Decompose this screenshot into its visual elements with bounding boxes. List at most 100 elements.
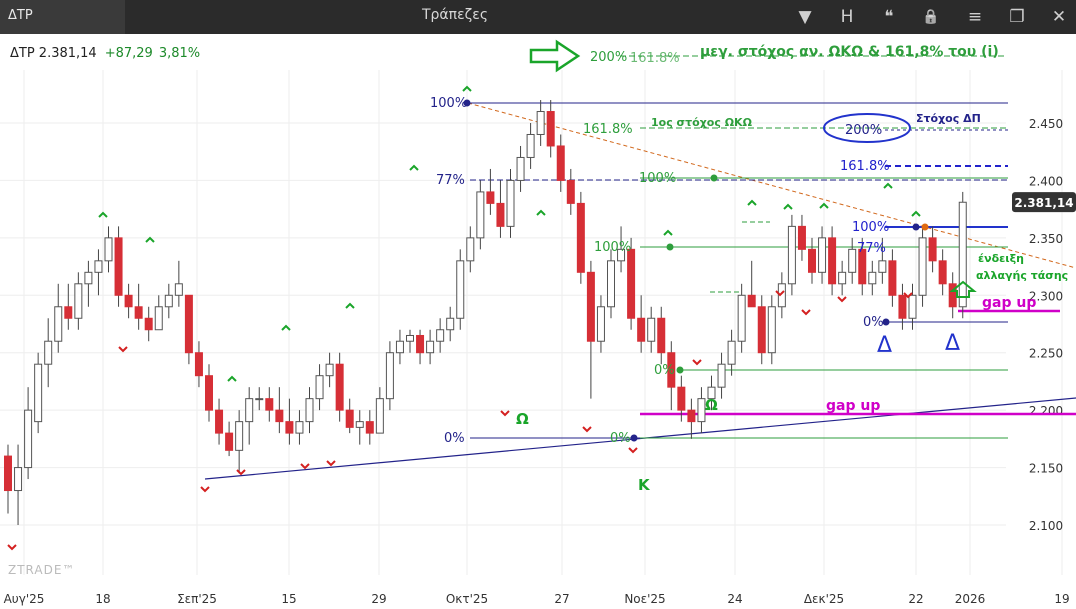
candle-body-up — [536, 111, 545, 135]
swing-low-marker — [837, 296, 847, 303]
swing-high-marker — [883, 182, 893, 189]
candle-body-up — [787, 225, 796, 285]
quote-glyph: ❝ — [884, 7, 894, 27]
label-pct-0-green-bottom: 0% — [610, 431, 631, 446]
candle-body-up — [697, 398, 706, 423]
candle-body-down — [134, 306, 143, 319]
candle-body-down — [124, 294, 133, 308]
fib-anchor-dot — [710, 174, 718, 182]
candle-body-up — [436, 329, 445, 342]
close-icon[interactable]: ✕ — [1042, 0, 1076, 34]
lock-glyph: 🔒 — [922, 9, 940, 25]
last-price-label: 2.381,14 — [1014, 196, 1073, 210]
candle-body-down — [556, 145, 565, 181]
y-tick-label: 2.350 — [1029, 232, 1063, 246]
label-pct-200-oval: 200% — [845, 123, 882, 138]
candle-body-down — [184, 294, 193, 354]
label-gap-up-2: gap up — [982, 295, 1036, 311]
chevron-down-icon[interactable]: ▼ — [788, 0, 822, 34]
candle-body-up — [446, 317, 455, 331]
swing-low-marker — [236, 469, 246, 476]
y-tick-label: 2.150 — [1029, 462, 1063, 476]
restore-icon[interactable]: ❐ — [1000, 0, 1034, 34]
label-pct-100-green-left: 100% — [594, 240, 631, 255]
fib-anchor-dot — [676, 366, 684, 374]
swing-low-marker — [775, 290, 785, 297]
x-tick-label: 19 — [1054, 592, 1069, 606]
swing-low-marker — [326, 460, 336, 467]
tab-symbol[interactable]: ΔΤΡ — [0, 0, 125, 34]
candle-body-down — [586, 271, 595, 342]
candle-body-down — [747, 294, 756, 308]
candle-body-up — [325, 363, 334, 377]
candle-body-down — [285, 421, 294, 434]
x-tick-label: 18 — [95, 592, 110, 606]
swing-low-marker — [628, 447, 638, 454]
tab-label: ΔΤΡ — [8, 8, 33, 23]
candle-body-up — [908, 294, 917, 319]
fib-anchor-dot — [912, 223, 920, 231]
quote-symbol-price: ΔΤΡ 2.381,14 — [10, 45, 97, 61]
swing-high-marker — [819, 202, 829, 209]
label-gap-up-1: gap up — [826, 398, 880, 414]
label-pct-77-right: 77% — [857, 241, 886, 256]
menu-icon[interactable]: ≡ — [958, 0, 992, 34]
candle-body-up — [315, 375, 324, 400]
x-tick-label: 2026 — [955, 592, 986, 606]
watermark: ZTRADE™ — [8, 563, 75, 577]
candle-body-down — [335, 363, 344, 411]
quote-change: +87,29 — [104, 45, 153, 61]
label-pct-200-top: 200% — [590, 50, 627, 65]
quote-icon[interactable]: ❝ — [872, 0, 906, 34]
label-pct-1618-left: 161.8% — [583, 122, 633, 137]
candle-body-up — [918, 237, 927, 296]
candle-body-up — [395, 340, 404, 354]
label-omega-1: Ω — [516, 410, 529, 428]
label-target-dp: Στόχος ΔΠ — [916, 112, 981, 125]
candle-body-up — [848, 248, 857, 273]
swing-low-marker — [692, 359, 702, 366]
candle-body-down — [486, 191, 495, 204]
label-omega-2: Ω — [705, 396, 718, 414]
swing-low-marker — [300, 463, 310, 470]
last-price-badge — [1012, 192, 1076, 213]
candle-body-up — [777, 283, 786, 308]
candle-body-up — [737, 294, 746, 342]
label-pct-100-top: 100% — [430, 96, 467, 111]
swing-high-marker — [227, 375, 237, 382]
candle-body-up — [526, 133, 535, 158]
candle-body-up — [406, 334, 414, 342]
fib-anchor-dot — [630, 434, 638, 442]
swing-high-marker — [409, 164, 419, 171]
candle-body-up — [767, 306, 776, 354]
label-max-target: μεγ. στόχος αν. ΩΚΩ & 161,8% του (i) — [700, 44, 999, 60]
quote-bar: ΔΤΡ 2.381,14 +87,29 3,81% — [0, 36, 200, 70]
label-pct-100-green-mid: 100% — [639, 171, 676, 186]
target-arrow-icon — [529, 39, 581, 73]
candle-body-down — [194, 352, 203, 377]
candle-body-down — [928, 237, 937, 262]
candle-body-up — [466, 237, 475, 262]
y-tick-label: 2.400 — [1029, 174, 1063, 188]
candle-body-down — [275, 409, 284, 423]
swing-high-marker — [281, 324, 291, 331]
label-pct-0-blue-right: 0% — [863, 315, 884, 330]
lock-icon[interactable]: 🔒 — [914, 0, 948, 34]
x-tick-label: Νοε'25 — [624, 592, 665, 606]
candle-body-up — [54, 306, 63, 342]
chevron-down-glyph: ▼ — [798, 7, 812, 27]
y-tick-label: 2.250 — [1029, 347, 1063, 361]
candle-body-up — [355, 421, 364, 428]
h-glyph: H — [840, 7, 854, 27]
candle-body-down — [627, 248, 636, 319]
candle-body-up — [818, 237, 827, 273]
candle-body-up — [305, 398, 314, 423]
candle-body-down — [858, 248, 867, 285]
candle-body-up — [245, 398, 254, 423]
quote-change-pct: 3,81% — [158, 45, 201, 61]
swing-high-marker — [98, 211, 108, 218]
candle-body-down — [265, 398, 274, 411]
swing-low-marker — [582, 426, 592, 433]
h-icon[interactable]: H — [830, 0, 864, 34]
